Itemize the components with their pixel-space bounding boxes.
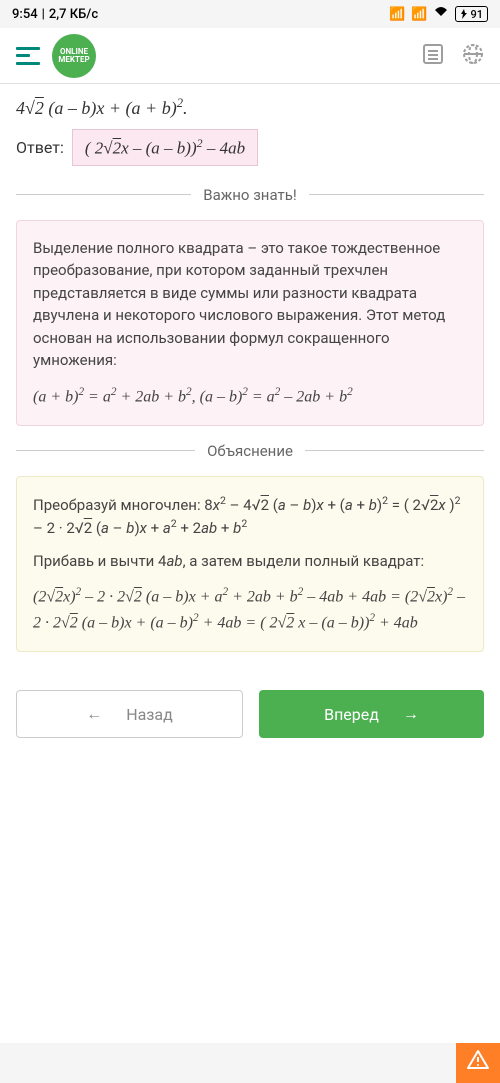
important-text: Выделение полного квадрата – это такое т… bbox=[33, 237, 467, 372]
section-divider-important: Важно знать! bbox=[16, 186, 484, 204]
wifi-icon bbox=[433, 6, 449, 22]
status-bar: 9:54 | 2,7 КБ/с 📶 📶 91 bbox=[0, 0, 500, 28]
signal-icon: 📶 bbox=[389, 7, 405, 22]
answer-row: Ответ: ( 2√2x – (a – b))2 – 4ab bbox=[16, 129, 484, 166]
top-bar: ONLINE MEKTEP bbox=[0, 28, 500, 84]
content-area: 4√2 (a – b)x + (a + b)2. Ответ: ( 2√2x –… bbox=[0, 84, 500, 1043]
important-box: Выделение полного квадрата – это такое т… bbox=[16, 220, 484, 426]
nav-buttons: ← Назад Вперед → bbox=[16, 660, 484, 748]
explanation-formula: (2√2x)2 – 2 · 2√2 (a – b)x + a2 + 2ab + … bbox=[33, 584, 467, 635]
arrow-left-icon: ← bbox=[86, 704, 102, 724]
warning-badge[interactable] bbox=[456, 1043, 500, 1083]
status-speed: 2,7 КБ/с bbox=[49, 7, 98, 22]
battery-icon: 91 bbox=[455, 6, 488, 22]
arrow-right-icon: → bbox=[403, 704, 419, 724]
answer-box: ( 2√2x – (a – b))2 – 4ab bbox=[72, 129, 258, 166]
important-formula: (a + b)2 = a2 + 2ab + b2, (a – b)2 = a2 … bbox=[33, 384, 467, 409]
signal-icon: 📶 bbox=[411, 7, 427, 22]
status-sep: | bbox=[42, 7, 45, 22]
menu-icon[interactable] bbox=[16, 47, 40, 65]
forward-button[interactable]: Вперед → bbox=[259, 690, 484, 738]
list-icon[interactable] bbox=[422, 43, 444, 69]
warning-icon bbox=[466, 1048, 490, 1078]
logo[interactable]: ONLINE MEKTEP bbox=[52, 34, 96, 78]
section-divider-explanation: Объяснение bbox=[16, 442, 484, 460]
problem-formula: 4√2 (a – b)x + (a + b)2. bbox=[16, 96, 484, 119]
status-time: 9:54 bbox=[12, 7, 38, 22]
globe-icon[interactable] bbox=[462, 43, 484, 69]
back-button[interactable]: ← Назад bbox=[16, 690, 243, 738]
answer-label: Ответ: bbox=[16, 138, 64, 157]
explanation-text2: Прибавь и вычти 4ab, а затем выдели полн… bbox=[33, 550, 467, 573]
explanation-box: Преобразуй многочлен: 8x2 – 4√2 (a – b)x… bbox=[16, 476, 484, 652]
explanation-text1: Преобразуй многочлен: 8x2 – 4√2 (a – b)x… bbox=[33, 493, 467, 540]
